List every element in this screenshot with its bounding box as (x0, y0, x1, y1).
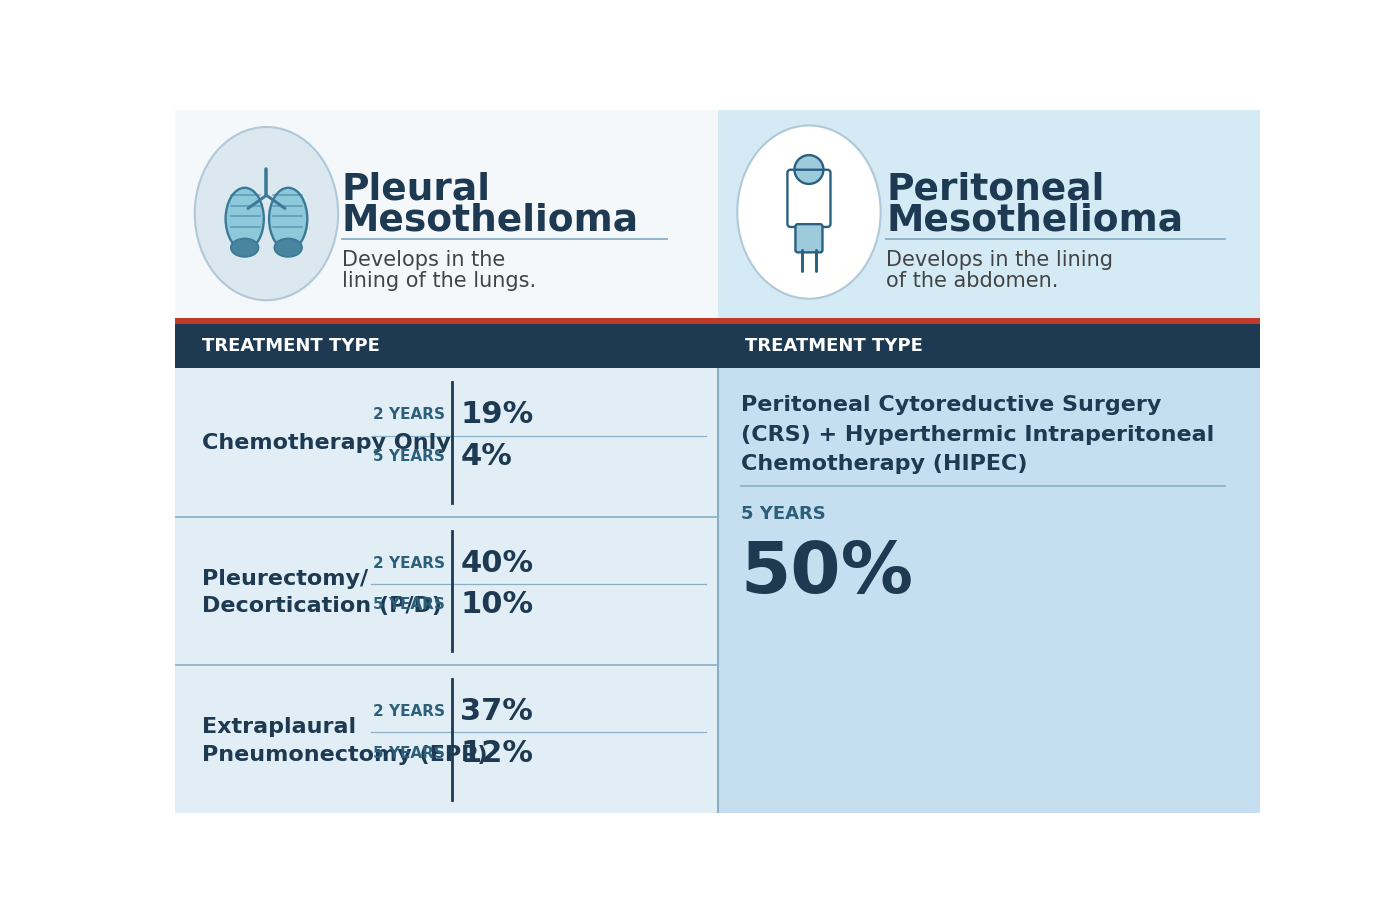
Text: Pleural: Pleural (342, 171, 490, 207)
Text: TREATMENT TYPE: TREATMENT TYPE (202, 337, 379, 355)
Text: Pneumonectomy (EPP): Pneumonectomy (EPP) (202, 745, 487, 765)
Text: 2 YEARS: 2 YEARS (372, 408, 445, 422)
Text: lining of the lungs.: lining of the lungs. (342, 271, 536, 292)
Bar (717, 317, 1260, 813)
Bar (175, 324, 717, 368)
Ellipse shape (195, 127, 339, 301)
Text: of the abdomen.: of the abdomen. (886, 271, 1058, 292)
Bar (717, 110, 1260, 317)
Text: Develops in the lining: Develops in the lining (886, 250, 1113, 270)
Text: 40%: 40% (461, 548, 533, 578)
Text: 37%: 37% (461, 697, 533, 726)
Text: Chemotherapy (HIPEC): Chemotherapy (HIPEC) (741, 454, 1028, 473)
Text: 5 YEARS: 5 YEARS (372, 449, 445, 464)
Text: Extraplaural: Extraplaural (202, 717, 356, 737)
Text: TREATMENT TYPE: TREATMENT TYPE (745, 337, 923, 355)
Ellipse shape (274, 239, 302, 257)
Text: 10%: 10% (461, 590, 533, 620)
Text: Chemotherapy Only: Chemotherapy Only (202, 432, 451, 452)
FancyBboxPatch shape (795, 224, 822, 252)
Text: 2 YEARS: 2 YEARS (372, 704, 445, 719)
Text: Develops in the: Develops in the (342, 250, 505, 270)
Text: 5 YEARS: 5 YEARS (372, 597, 445, 612)
Text: 5 YEARS: 5 YEARS (741, 505, 826, 524)
Text: Peritoneal Cytoreductive Surgery: Peritoneal Cytoreductive Surgery (741, 396, 1161, 415)
Circle shape (794, 155, 823, 184)
Ellipse shape (231, 239, 259, 257)
Text: Mesothelioma: Mesothelioma (886, 202, 1183, 238)
Text: 12%: 12% (461, 739, 533, 768)
Bar (175, 110, 717, 317)
Ellipse shape (738, 125, 881, 299)
Bar (717, 324, 1260, 368)
Bar (175, 317, 717, 813)
Ellipse shape (269, 187, 307, 250)
Text: 19%: 19% (461, 400, 533, 430)
Text: 2 YEARS: 2 YEARS (372, 556, 445, 570)
Text: 50%: 50% (741, 538, 914, 608)
Ellipse shape (225, 187, 263, 250)
Bar (175, 317, 1260, 324)
Text: (CRS) + Hyperthermic Intraperitoneal: (CRS) + Hyperthermic Intraperitoneal (741, 425, 1214, 444)
Text: Pleurectomy/: Pleurectomy/ (202, 569, 368, 589)
Text: Peritoneal: Peritoneal (886, 171, 1105, 207)
Text: Decortication (P/D): Decortication (P/D) (202, 596, 442, 616)
Text: Mesothelioma: Mesothelioma (342, 202, 638, 238)
Text: 5 YEARS: 5 YEARS (372, 746, 445, 760)
Text: 4%: 4% (461, 442, 512, 471)
